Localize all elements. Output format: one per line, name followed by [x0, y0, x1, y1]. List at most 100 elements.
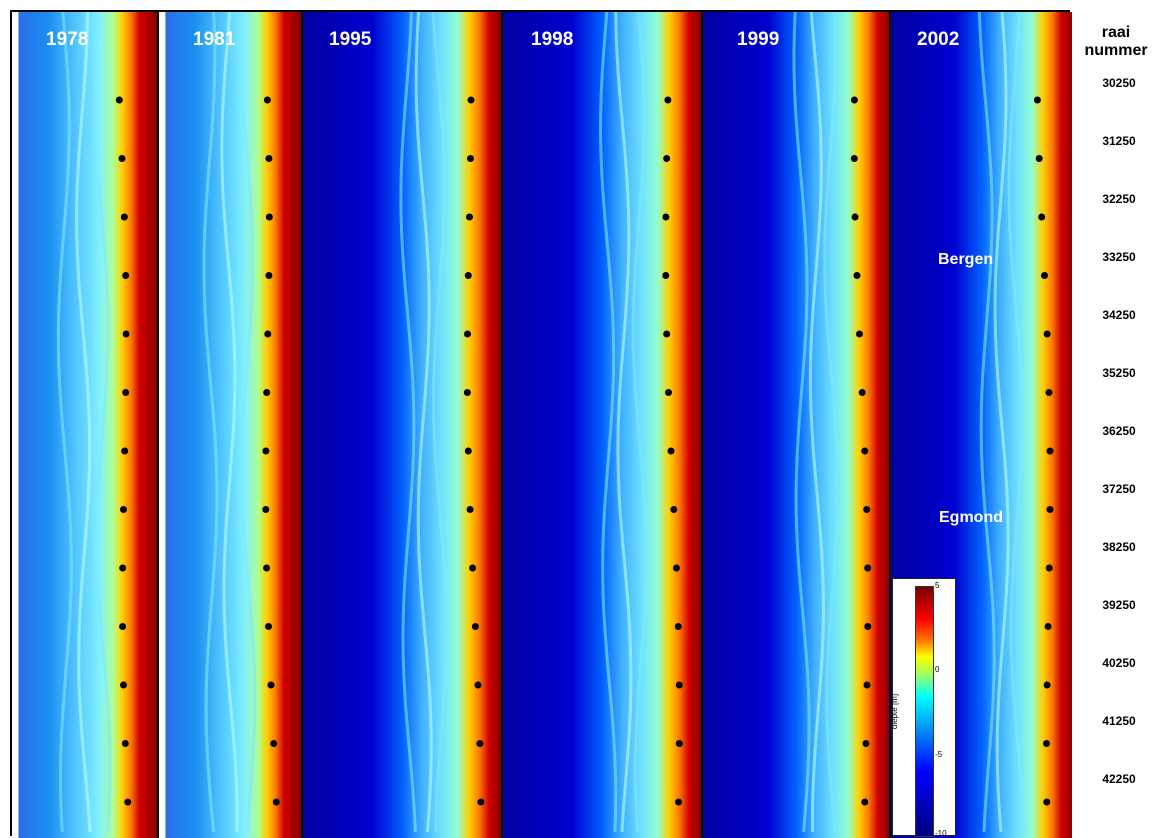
- sandbar-ridge: [238, 12, 257, 833]
- raai-marker: [1046, 506, 1054, 513]
- raai-marker: [474, 681, 482, 689]
- raai-marker: [664, 96, 672, 104]
- panel-divider: [157, 12, 159, 838]
- panel-divider: [301, 12, 303, 838]
- raai-marker: [262, 447, 270, 455]
- panel-1978: 1978: [12, 12, 157, 838]
- raai-marker: [675, 681, 683, 689]
- raai-marker: [850, 96, 858, 104]
- raai-marker: [119, 564, 127, 572]
- raai-marker: [115, 96, 123, 104]
- raai-marker: [1043, 330, 1051, 338]
- raai-marker: [662, 213, 670, 221]
- panel-1981: 1981: [159, 12, 301, 838]
- sandbar-ridge: [977, 12, 996, 833]
- raai-title-line2: nummer: [1084, 42, 1148, 59]
- raai-marker: [267, 681, 275, 689]
- raai-marker: [1045, 564, 1053, 572]
- raai-marker: [265, 213, 273, 221]
- place-label-bergen: Bergen: [938, 251, 994, 268]
- colorbar-tick: 5: [935, 581, 940, 590]
- sandbar-ridge: [75, 12, 92, 833]
- raai-marker: [264, 330, 272, 338]
- raai-marker: [122, 389, 130, 396]
- raai-marker: [464, 330, 471, 338]
- raai-marker: [863, 681, 871, 689]
- raai-marker: [471, 623, 479, 630]
- raai-marker: [467, 96, 475, 104]
- raai-marker: [263, 389, 271, 396]
- raai-number: 38250: [1102, 540, 1136, 554]
- raai-marker: [1043, 681, 1051, 689]
- panel-divider: [701, 12, 703, 838]
- sandbar-ridge: [993, 12, 1010, 833]
- panel-1995: 1995: [303, 12, 501, 838]
- raai-marker: [466, 213, 473, 221]
- depth-colorbar: 5 0 -5 -10 diepte [m]: [890, 578, 956, 838]
- panel-divider: [889, 12, 891, 838]
- raai-number: 32250: [1102, 192, 1136, 206]
- year-label: 1995: [329, 29, 372, 50]
- depth-map-1998: [503, 12, 701, 838]
- raai-marker: [263, 96, 271, 104]
- raai-marker: [670, 506, 678, 513]
- sandbar-ridge: [1007, 12, 1026, 833]
- raai-marker: [851, 213, 859, 221]
- raai-marker: [862, 740, 870, 747]
- raai-number: 37250: [1102, 482, 1136, 496]
- colorbar-tick: 0: [935, 665, 940, 674]
- place-label-egmond: Egmond: [939, 509, 1003, 526]
- raai-marker: [662, 272, 670, 279]
- raai-marker: [262, 506, 270, 513]
- raai-marker: [672, 564, 680, 572]
- raai-marker: [663, 330, 671, 338]
- year-label: 2002: [917, 29, 960, 50]
- raai-marker: [861, 798, 869, 806]
- raai-marker: [265, 155, 273, 162]
- raai-marker: [122, 272, 130, 279]
- raai-marker: [1035, 155, 1043, 162]
- raai-number: 42250: [1102, 772, 1136, 786]
- depth-map-1995: [303, 12, 501, 838]
- raai-marker: [850, 155, 858, 162]
- sandbar-ridge: [56, 12, 73, 833]
- raai-marker: [270, 740, 278, 747]
- raai-marker: [467, 155, 474, 162]
- raai-marker: [1044, 623, 1052, 630]
- raai-marker: [121, 447, 129, 455]
- raai-marker: [463, 389, 471, 396]
- raai-marker: [272, 798, 280, 806]
- sandbar-ridge: [202, 12, 219, 833]
- panel-1998: 1998: [503, 12, 701, 838]
- sandbar-ridge: [399, 12, 417, 833]
- sandbar-ridge: [414, 12, 433, 833]
- raai-marker: [858, 389, 866, 396]
- raai-marker: [1041, 272, 1048, 279]
- depth-map-1999: [703, 12, 889, 838]
- raai-marker: [864, 564, 872, 572]
- colorbar-gradient: [915, 586, 934, 837]
- raai-marker: [120, 213, 128, 221]
- panel-1999: 1999: [703, 12, 889, 838]
- raai-marker: [1038, 213, 1046, 221]
- raai-marker: [476, 740, 484, 747]
- raai-marker: [119, 623, 127, 630]
- sandbar-ridge: [631, 12, 648, 833]
- raai-title-line1: raai: [1101, 24, 1131, 41]
- raai-marker: [265, 272, 273, 279]
- raai-number: 34250: [1102, 308, 1136, 322]
- year-label: 1981: [193, 29, 236, 50]
- raai-marker: [675, 740, 683, 747]
- raai-marker: [121, 740, 129, 747]
- raai-marker: [120, 506, 127, 513]
- year-label: 1999: [737, 29, 780, 50]
- year-label: 1978: [46, 29, 89, 50]
- sandbar-ridge: [598, 12, 618, 833]
- sandbar-ridge: [431, 12, 449, 833]
- raai-number: 35250: [1102, 366, 1136, 380]
- raai-number: 31250: [1102, 134, 1136, 148]
- raai-marker: [118, 155, 126, 162]
- raai-marker: [122, 330, 130, 338]
- raai-marker: [124, 798, 132, 806]
- colorbar-tick: -5: [935, 750, 943, 759]
